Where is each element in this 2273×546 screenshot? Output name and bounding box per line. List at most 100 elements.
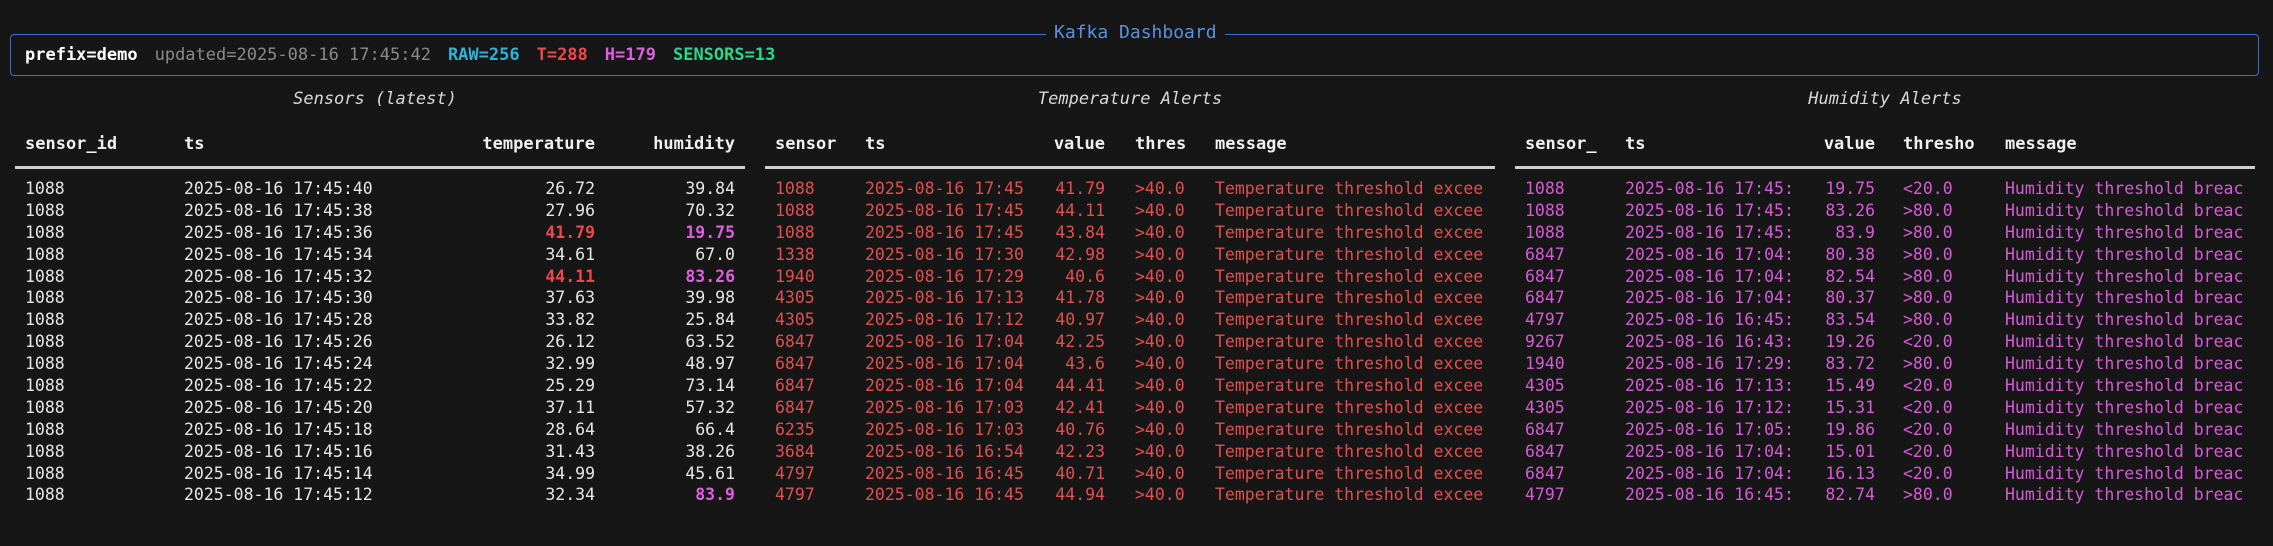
message-cell: Humidity threshold breac (2005, 179, 2244, 198)
timestamp-cell: 2025-08-16 17:03 (865, 419, 1024, 439)
message-cell: Temperature threshold excee (1215, 485, 1484, 505)
message-cell: Temperature threshold excee (1215, 332, 1484, 352)
value-cell: 40.97 (1055, 310, 1105, 330)
threshold-cell: >40.0 (1135, 222, 1185, 242)
temperature-cell: 31.43 (545, 441, 595, 461)
sensor-cell: 1088 (775, 179, 815, 198)
timestamp-cell: 2025-08-16 17:45:16 (184, 441, 373, 461)
timestamp-cell: 2025-08-16 17:29 (865, 266, 1024, 286)
sensors-header-rule (15, 166, 745, 169)
threshold-cell: >40.0 (1135, 200, 1185, 220)
timestamp-cell: 2025-08-16 16:45 (865, 485, 1024, 505)
timestamp-cell: 2025-08-16 17:30 (865, 244, 1024, 264)
timestamp-cell: 2025-08-16 17:45:40 (184, 179, 373, 198)
sensor-cell: 9267 (1525, 332, 1565, 352)
threshold-cell: >40.0 (1135, 310, 1185, 330)
humidity-cell: 67.0 (695, 244, 735, 264)
col-ts: ts (1625, 134, 1646, 154)
timestamp-cell: 2025-08-16 17:13 (865, 288, 1024, 308)
threshold-cell: >80.0 (1903, 266, 1953, 286)
updated-timestamp: updated=2025-08-16 17:45:42 (154, 45, 431, 65)
threshold-cell: >80.0 (1903, 485, 1953, 505)
timestamp-cell: 2025-08-16 16:54 (865, 441, 1024, 461)
threshold-cell: >40.0 (1135, 463, 1185, 483)
sensor-cell: 4305 (1525, 397, 1565, 417)
message-cell: Humidity threshold breac (2005, 266, 2244, 286)
threshold-cell: <20.0 (1903, 419, 1953, 439)
sensor-id-cell: 1088 (25, 463, 65, 483)
timestamp-cell: 2025-08-16 17:45 (865, 200, 1024, 220)
value-cell: 19.75 (1825, 179, 1875, 198)
timestamp-cell: 2025-08-16 16:45: (1625, 485, 1794, 505)
temperature-alerts-title: Temperature Alerts (1037, 89, 1223, 109)
threshold-cell: <20.0 (1903, 376, 1953, 396)
status-line: prefix=demo updated=2025-08-16 17:45:42 RA… (25, 44, 792, 66)
sensor-id-cell: 1088 (25, 376, 65, 396)
timestamp-cell: 2025-08-16 16:45: (1625, 310, 1794, 330)
sensor-cell: 6847 (775, 354, 815, 374)
value-cell: 16.13 (1825, 463, 1875, 483)
message-cell: Temperature threshold excee (1215, 310, 1484, 330)
sensor-cell: 6847 (1525, 419, 1565, 439)
sensor-id-cell: 1088 (25, 222, 65, 242)
timestamp-cell: 2025-08-16 17:45:38 (184, 200, 373, 220)
timestamp-cell: 2025-08-16 17:45: (1625, 179, 1794, 198)
timestamp-cell: 2025-08-16 17:12 (865, 310, 1024, 330)
timestamp-cell: 2025-08-16 17:45: (1625, 222, 1794, 242)
sensor-cell: 6847 (775, 332, 815, 352)
value-cell: 42.98 (1055, 244, 1105, 264)
col-sensor-id: sensor_id (25, 134, 118, 154)
sensor-cell: 3684 (775, 441, 815, 461)
value-cell: 19.86 (1825, 419, 1875, 439)
message-cell: Humidity threshold breac (2005, 441, 2244, 461)
message-cell: Temperature threshold excee (1215, 179, 1484, 198)
value-cell: 15.31 (1825, 397, 1875, 417)
prefix-label: prefix=demo (25, 45, 138, 65)
value-cell: 44.41 (1055, 376, 1105, 396)
timestamp-cell: 2025-08-16 17:45 (865, 222, 1024, 242)
sensor-id-cell: 1088 (25, 354, 65, 374)
sensor-cell: 6235 (775, 419, 815, 439)
message-cell: Humidity threshold breac (2005, 244, 2244, 264)
timestamp-cell: 2025-08-16 17:45 (865, 179, 1024, 198)
dashboard-title: Kafka Dashboard (1046, 22, 1225, 44)
temperature-cell: 37.11 (545, 397, 595, 417)
threshold-cell: >40.0 (1135, 397, 1185, 417)
threshold-cell: >80.0 (1903, 244, 1953, 264)
sensor-cell: 1088 (1525, 200, 1565, 220)
threshold-cell: >40.0 (1135, 332, 1185, 352)
value-cell: 15.49 (1825, 376, 1875, 396)
sensor-cell: 4797 (1525, 310, 1565, 330)
message-cell: Humidity threshold breac (2005, 288, 2244, 308)
timestamp-cell: 2025-08-16 17:03 (865, 397, 1024, 417)
threshold-cell: >40.0 (1135, 266, 1185, 286)
humidity-cell: 25.84 (685, 310, 735, 330)
sensor-cell: 6847 (1525, 463, 1565, 483)
threshold-cell: >80.0 (1903, 222, 1953, 242)
sensor-id-cell: 1088 (25, 310, 65, 330)
value-cell: 82.54 (1825, 266, 1875, 286)
sensor-id-cell: 1088 (25, 332, 65, 352)
sensor-cell: 4305 (1525, 376, 1565, 396)
value-cell: 83.26 (1825, 200, 1875, 220)
timestamp-cell: 2025-08-16 17:45: (1625, 200, 1794, 220)
sensor-cell: 1088 (1525, 179, 1565, 198)
value-cell: 43.84 (1055, 222, 1105, 242)
humidity-cell: 70.32 (685, 200, 735, 220)
col-threshold: thres (1135, 134, 1187, 154)
sensor-cell: 6847 (775, 397, 815, 417)
value-cell: 15.01 (1825, 441, 1875, 461)
temperature-cell: 26.12 (545, 332, 595, 352)
threshold-cell: >40.0 (1135, 354, 1185, 374)
value-cell: 40.71 (1055, 463, 1105, 483)
timestamp-cell: 2025-08-16 17:45:20 (184, 397, 373, 417)
timestamp-cell: 2025-08-16 17:04: (1625, 441, 1794, 461)
message-cell: Humidity threshold breac (2005, 376, 2244, 396)
temperature-cell: 25.29 (545, 376, 595, 396)
humidity-cell: 39.98 (685, 288, 735, 308)
sensor-cell: 4305 (775, 310, 815, 330)
col-value: value (1053, 134, 1105, 154)
value-cell: 82.74 (1825, 485, 1875, 505)
sensor-cell: 6847 (1525, 441, 1565, 461)
sensor-cell: 4797 (775, 485, 815, 505)
